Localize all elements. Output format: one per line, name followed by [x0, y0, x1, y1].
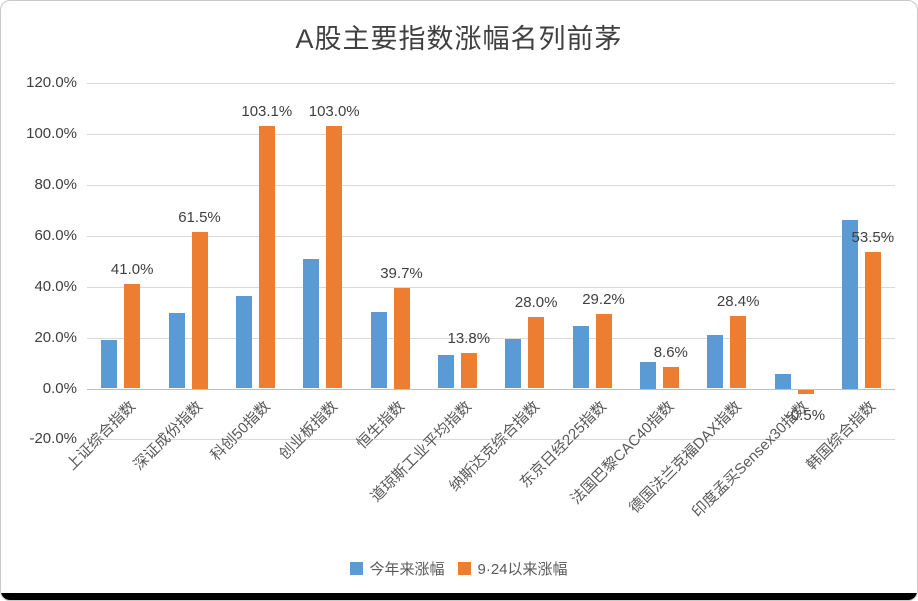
bar-series1-cat10 — [774, 374, 791, 389]
y-axis-tick-label: 60.0% — [34, 226, 77, 244]
data-label: 13.8% — [447, 330, 491, 348]
bar-series1-cat6 — [505, 339, 522, 389]
bar-series1-cat4 — [370, 312, 387, 389]
gridline — [87, 134, 895, 135]
data-label: 53.5% — [851, 229, 895, 247]
bar-series2-cat7 — [595, 314, 612, 389]
bar-series2-cat5 — [460, 353, 477, 389]
gridline — [87, 83, 895, 85]
bar-series1-cat2 — [235, 295, 252, 389]
y-axis-tick-label: 20.0% — [34, 328, 77, 346]
bar-series2-cat10 — [797, 389, 814, 394]
data-label: 28.4% — [716, 293, 760, 311]
gridline — [87, 337, 895, 339]
legend-swatch-icon — [350, 562, 364, 575]
gridline — [87, 184, 895, 186]
bar-series2-cat4 — [393, 287, 410, 389]
x-axis-category-label: 恒生指数 — [353, 398, 409, 453]
y-axis-tick-label: 100.0% — [26, 125, 77, 142]
bar-series1-cat8 — [639, 361, 656, 389]
bar-series1-cat5 — [437, 354, 454, 389]
legend-label: 9·24以来涨幅 — [477, 561, 568, 578]
legend-label: 今年来涨幅 — [369, 561, 445, 578]
gridline — [87, 439, 895, 441]
gridline — [87, 235, 895, 237]
bar-series1-cat11 — [841, 219, 858, 389]
bar-series1-cat9 — [707, 335, 724, 389]
data-label: -0.5% — [785, 406, 826, 424]
legend-item-ytd: 今年来涨幅 — [350, 558, 444, 579]
bar-series2-cat8 — [662, 366, 679, 389]
legend-swatch-icon — [458, 562, 472, 575]
bar-series2-cat0 — [124, 284, 141, 389]
bar-series2-cat9 — [730, 316, 747, 389]
legend-item-since-924: 9·24以来涨幅 — [458, 558, 568, 579]
chart-title: A股主要指数涨幅名列前茅 — [295, 24, 623, 54]
data-label: 103.0% — [308, 103, 360, 121]
data-label: 29.2% — [582, 291, 625, 309]
legend: 今年来涨幅 9·24以来涨幅 — [1, 558, 917, 579]
data-label: 8.6% — [653, 343, 688, 361]
data-label: 103.1% — [241, 103, 293, 121]
x-axis-line — [87, 388, 895, 390]
y-axis-tick-label: 0.0% — [42, 379, 77, 397]
data-label: 41.0% — [110, 261, 154, 279]
bar-series2-cat1 — [191, 232, 208, 389]
data-label: 28.0% — [514, 294, 558, 312]
bar-series2-cat2 — [258, 126, 275, 389]
y-axis-tick-label: 120.0% — [26, 74, 77, 92]
bar-series2-cat6 — [528, 317, 545, 389]
x-axis-category-label: 科创50指数 — [207, 398, 274, 465]
bar-series1-cat0 — [101, 340, 118, 389]
y-axis-tick-label: 40.0% — [34, 277, 77, 295]
window-bottom-bar — [1, 593, 917, 600]
bar-series2-cat11 — [864, 252, 881, 389]
x-axis-category-label: 创业板指数 — [275, 398, 341, 464]
y-axis-tick-label: -20.0% — [29, 430, 77, 448]
x-axis-category-label: 印度孟买Sensex30指数 — [689, 398, 813, 521]
bar-series1-cat7 — [572, 326, 589, 389]
x-axis-category-label: 深证成份指数 — [130, 398, 207, 474]
bar-series1-cat3 — [303, 259, 320, 389]
y-axis-tick-label: 80.0% — [34, 175, 77, 193]
gridline — [87, 286, 895, 288]
data-label: 39.7% — [380, 264, 423, 282]
bar-series1-cat1 — [168, 313, 185, 389]
data-label: 61.5% — [178, 209, 221, 226]
bar-series2-cat3 — [326, 126, 343, 389]
x-axis-category-label: 德国法兰克福DAX指数 — [626, 398, 745, 517]
